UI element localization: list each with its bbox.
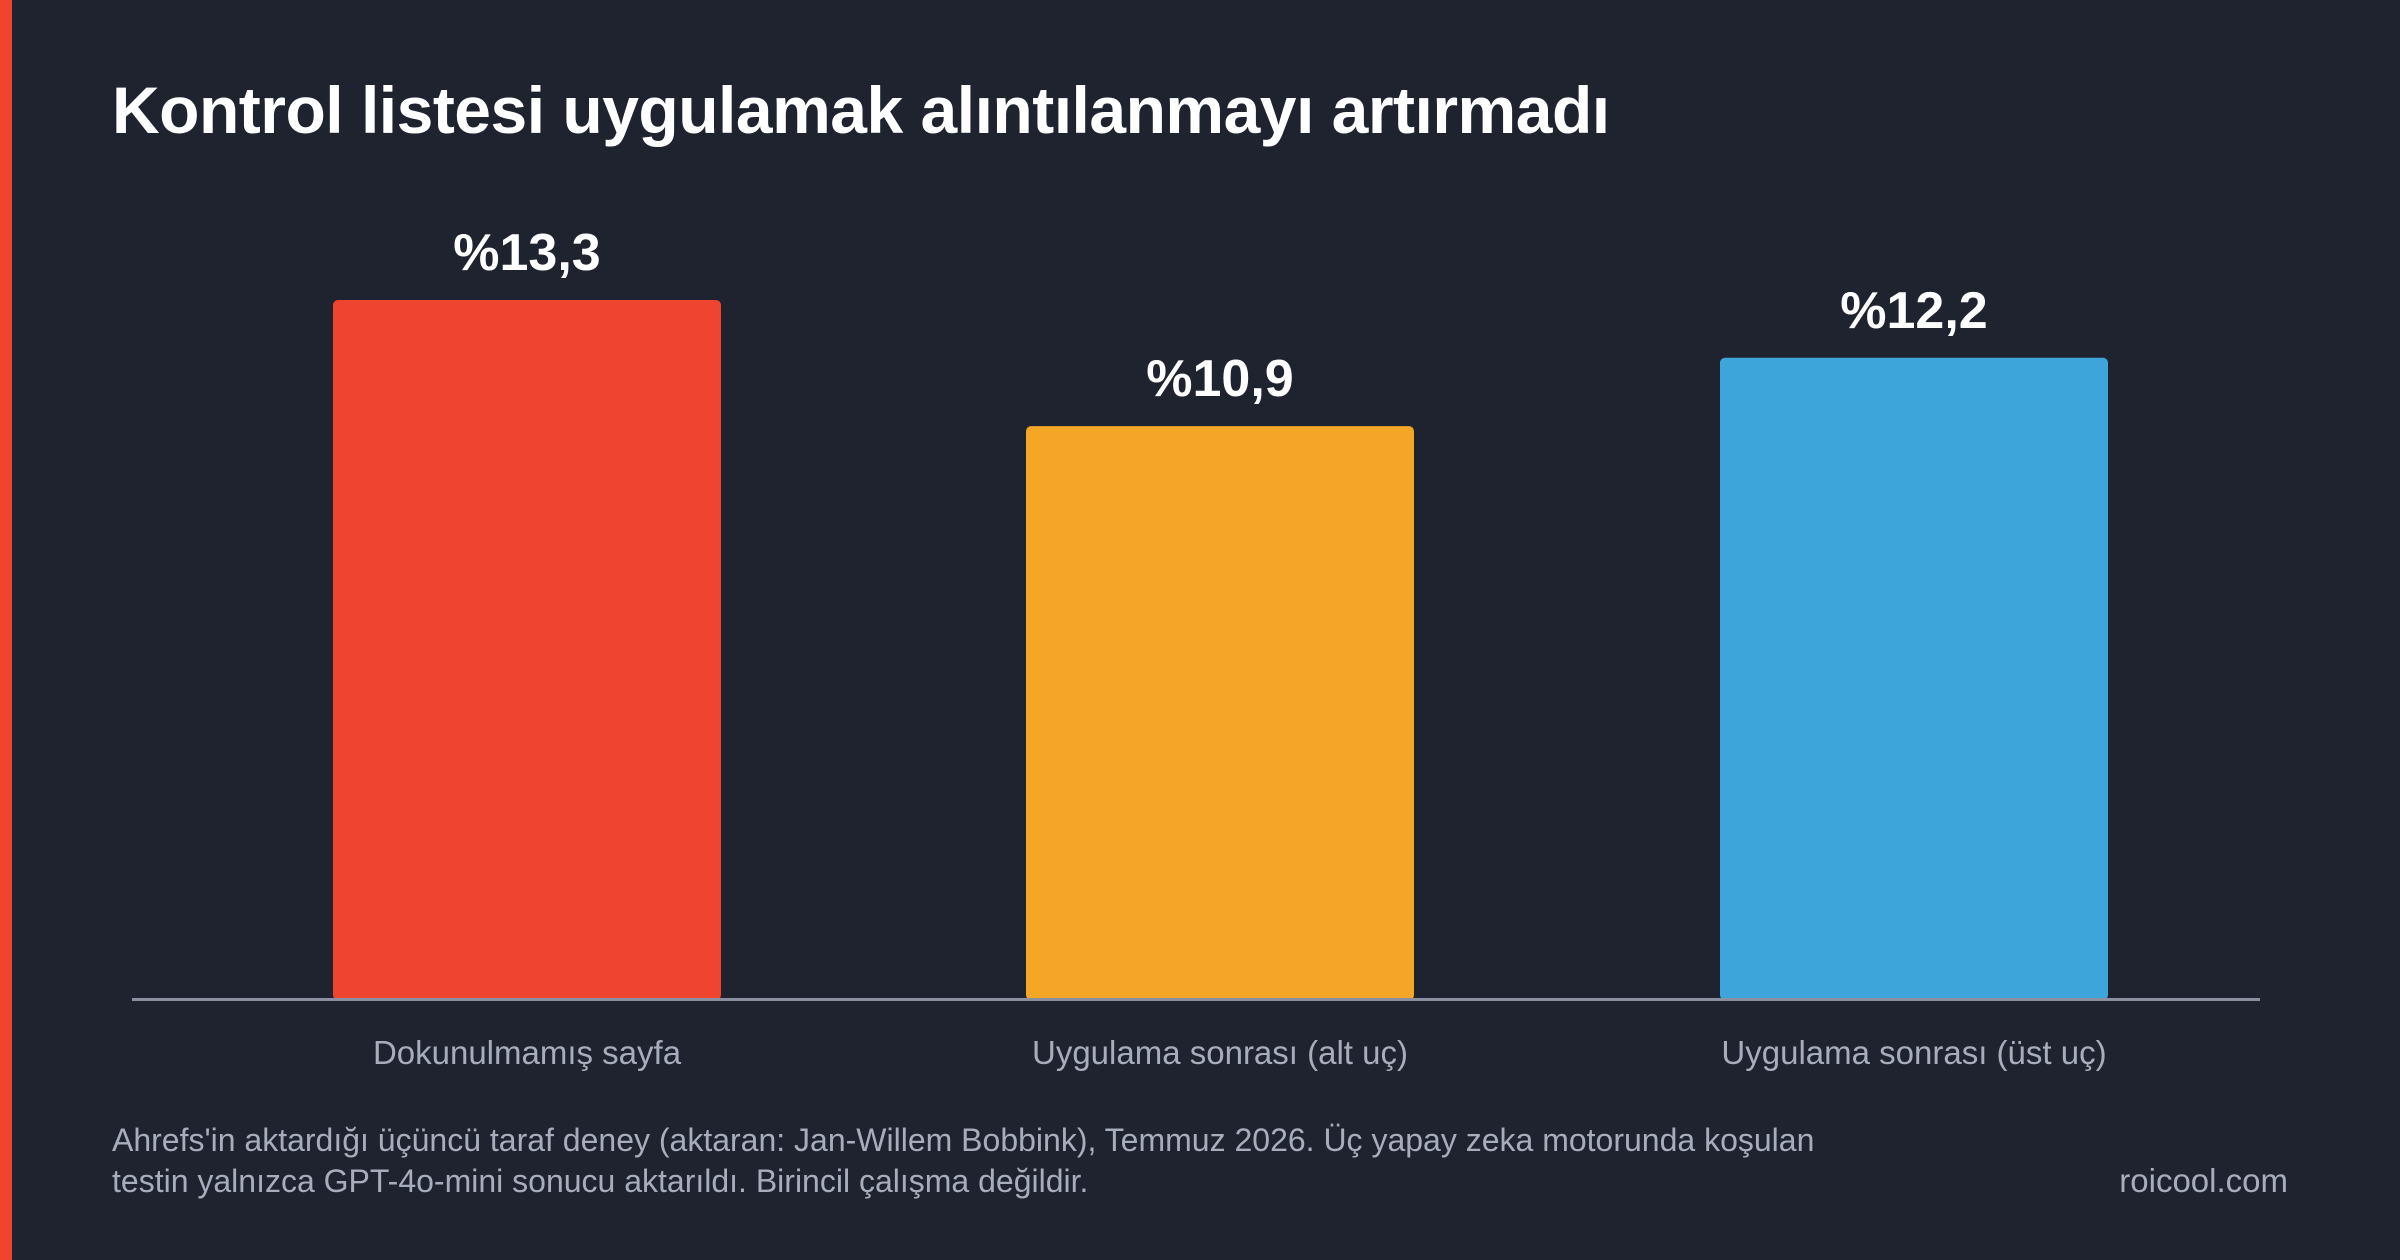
source-footnote: Ahrefs'in aktardığı üçüncü taraf deney (… [112, 1120, 2012, 1202]
bar-chart: %13,3 Dokunulmamış sayfa %10,9 Uygulama son… [132, 224, 2260, 1071]
bar-value-label: %12,2 [1840, 282, 1987, 340]
category-tick-label: Uygulama sonrası (alt uç) [1032, 1034, 1408, 1071]
accent-stripe [0, 0, 12, 1260]
brand-credit: roicool.com [2119, 1162, 2288, 1199]
bar-1 [333, 300, 721, 1000]
footnote-line: testin yalnızca GPT-4o-mini sonucu aktar… [112, 1163, 1089, 1199]
bar-2 [1026, 426, 1414, 1000]
bar-value-label: %10,9 [1146, 350, 1293, 408]
bar-3 [1720, 357, 2108, 1001]
footnote-line: Ahrefs'in aktardığı üçüncü taraf deney (… [112, 1122, 1815, 1158]
category-tick-label: Uygulama sonrası (üst uç) [1721, 1034, 2106, 1071]
category-tick-label: Dokunulmamış sayfa [373, 1034, 682, 1071]
bar-value-label: %13,3 [453, 224, 600, 282]
chart-title: Kontrol listesi uygulamak alıntılanmayı … [112, 73, 1610, 147]
